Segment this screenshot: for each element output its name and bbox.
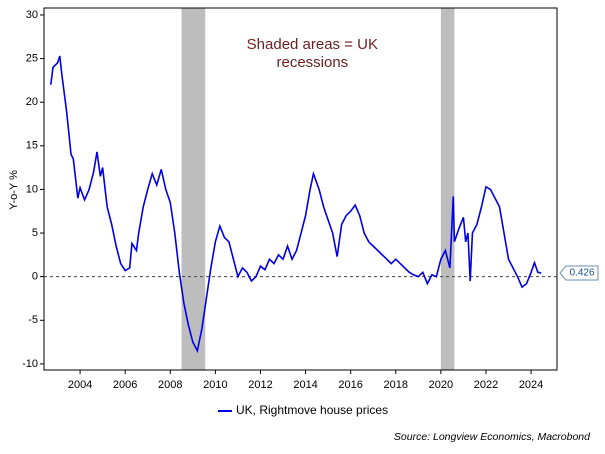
- y-tick-label: -5: [28, 314, 38, 326]
- y-tick-label: 30: [26, 9, 38, 21]
- x-tick-label: 2020: [429, 379, 453, 391]
- y-axis-label: Y-o-Y %: [8, 170, 20, 210]
- source: Source: Longview Economics, Macrobond: [394, 431, 591, 443]
- y-tick-label: 15: [26, 140, 38, 152]
- last-value-label: 0.426: [569, 268, 594, 279]
- last-value-box: [559, 265, 599, 281]
- x-tick-label: 2022: [474, 379, 498, 391]
- annotation-line: Shaded areas = UK: [247, 36, 378, 53]
- y-tick-label: 10: [26, 183, 38, 195]
- x-tick-label: 2018: [384, 379, 408, 391]
- y-tick-label: -10: [22, 358, 38, 370]
- y-tick-label: 0: [32, 271, 38, 283]
- y-tick-label: 5: [32, 227, 38, 239]
- recession-band: [440, 8, 455, 370]
- x-tick-label: 2014: [293, 379, 317, 391]
- x-tick-label: 2012: [248, 379, 272, 391]
- recession-band: [181, 8, 206, 370]
- x-tick-label: 2016: [338, 379, 362, 391]
- x-tick-label: 2010: [203, 379, 227, 391]
- x-tick-label: 2006: [113, 379, 137, 391]
- y-tick-label: 25: [26, 52, 38, 64]
- x-tick-label: 2024: [519, 379, 543, 391]
- x-tick-label: 2004: [68, 379, 92, 391]
- y-tick-label: 20: [26, 96, 38, 108]
- annotation: Shaded areas = UK recessions: [247, 36, 378, 71]
- legend-label: UK, Rightmove house prices: [236, 403, 388, 417]
- line-series: [49, 55, 542, 354]
- annotation-line: recessions: [276, 54, 348, 71]
- x-tick-label: 2008: [158, 379, 182, 391]
